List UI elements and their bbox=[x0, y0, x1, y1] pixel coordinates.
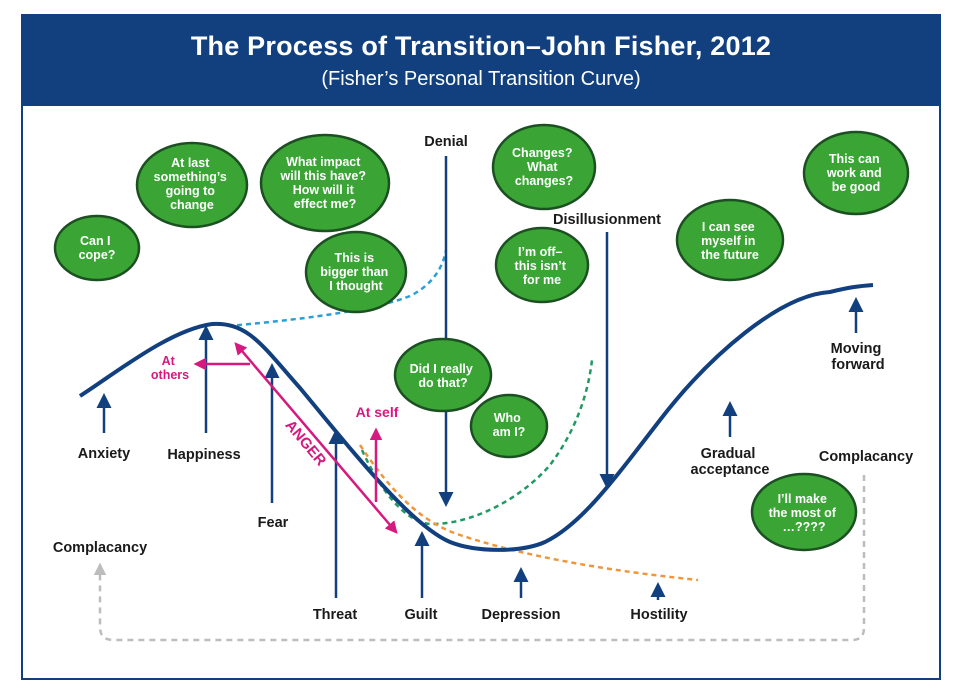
bubble-can-i-cope: Can I cope? bbox=[53, 214, 141, 282]
svg-text:This is bigger than: This is bigger than I thought bbox=[320, 251, 392, 293]
stage-moving-forward: Moving forward bbox=[831, 341, 886, 373]
diagram-frame: The Process of Transition–John Fisher, 2… bbox=[21, 14, 941, 680]
bubble-what-impact: What impact will this have? How will it … bbox=[259, 133, 391, 233]
bubble-i-can-see: I can see myself in the future bbox=[675, 198, 785, 282]
bubble-im-off: I’m off– this isn’t for me bbox=[494, 226, 590, 304]
stage-hostility: Hostility bbox=[630, 607, 687, 623]
stage-denial: Denial bbox=[424, 134, 468, 150]
bubble-ill-make-the-most: I’ll make the most of …???? bbox=[750, 472, 858, 552]
at-self-label: At self bbox=[356, 404, 399, 420]
svg-text:Changes? What chan: Changes? What changes? bbox=[512, 146, 576, 188]
bubble-who-am-i: Who am I? bbox=[469, 393, 549, 459]
svg-text:What impact will this ha: What impact will this have? How will it … bbox=[280, 155, 370, 211]
stage-threat: Threat bbox=[313, 607, 357, 623]
svg-text:At last something’s: At last something’s going to change bbox=[154, 156, 231, 212]
bubble-changes: Changes? What changes? bbox=[491, 123, 597, 211]
at-others-label: At others bbox=[151, 354, 189, 382]
stage-complacancy-right: Complacancy bbox=[819, 449, 913, 465]
guilt-branch-curve bbox=[360, 359, 594, 526]
bubble-this-can-work: This can work and be good bbox=[802, 130, 910, 216]
stage-anxiety: Anxiety bbox=[78, 446, 130, 462]
transition-curve bbox=[78, 283, 874, 552]
bubble-at-last: At last something’s going to change bbox=[135, 141, 249, 229]
complacancy-loop bbox=[93, 475, 866, 642]
svg-text:Who am I?: Who am I? bbox=[493, 411, 526, 439]
page-subtitle: (Fisher’s Personal Transition Curve) bbox=[321, 68, 641, 90]
stage-happiness: Happiness bbox=[167, 447, 240, 463]
svg-text:Did I really do that?: Did I really do that? bbox=[410, 362, 477, 390]
stage-guilt: Guilt bbox=[404, 607, 437, 623]
svg-text:I’ll make the most of: I’ll make the most of …???? bbox=[769, 492, 840, 534]
stage-complacancy-left: Complacancy bbox=[53, 540, 147, 556]
bubble-did-i-really: Did I really do that? bbox=[393, 337, 493, 413]
anger-arrow bbox=[234, 342, 398, 534]
svg-text:This can work and: This can work and be good bbox=[826, 152, 885, 194]
stage-depression: Depression bbox=[482, 607, 561, 623]
svg-text:Can I cope?: Can I cope? bbox=[79, 234, 116, 262]
stage-fear: Fear bbox=[258, 515, 289, 531]
header-banner: The Process of Transition–John Fisher, 2… bbox=[23, 16, 939, 106]
bubble-bigger-than-i-thought: This is bigger than I thought bbox=[304, 230, 408, 314]
page-title: The Process of Transition–John Fisher, 2… bbox=[190, 31, 772, 61]
svg-text:I can see myself in: I can see myself in the future bbox=[701, 220, 759, 262]
stage-gradual-acceptance: Gradual acceptance bbox=[691, 446, 770, 478]
svg-text:I’m off– this isn’t: I’m off– this isn’t for me bbox=[515, 245, 570, 287]
stage-disillusionment: Disillusionment bbox=[553, 212, 661, 228]
